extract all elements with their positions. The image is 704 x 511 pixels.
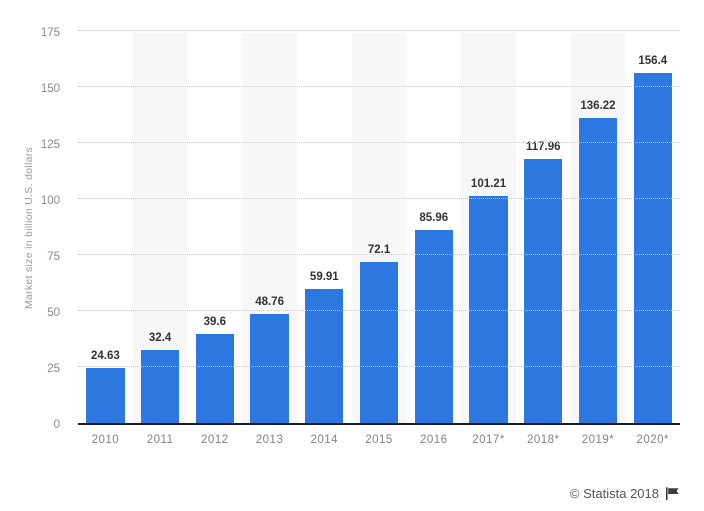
bar-2017*[interactable] [469, 196, 508, 423]
bar-value-label-2018*: 117.96 [525, 140, 561, 153]
x-tick-label-2020*: 2020* [636, 434, 669, 446]
bar-2012[interactable] [195, 334, 234, 423]
x-tick-label-2013: 2013 [255, 434, 284, 446]
x-tick-label-2019*: 2019* [581, 434, 615, 446]
bar-2016[interactable] [414, 230, 453, 423]
y-tick-label-75: 75 [47, 251, 60, 263]
gridline-y-100 [78, 198, 680, 199]
chart-column-2016: 85.96 [406, 33, 461, 423]
bar-value-label-2011: 32.4 [148, 332, 172, 345]
x-tick-label-2015: 2015 [365, 434, 393, 446]
chart-column-2015: 72.1 [351, 33, 407, 423]
x-tick-label-2011: 2011 [146, 434, 174, 446]
x-tick-label-2010: 2010 [91, 434, 120, 446]
y-tick-label-50: 50 [47, 307, 60, 319]
source-credit-label: © Statista 2018 [569, 486, 659, 501]
bar-value-label-2019*: 136.22 [580, 99, 616, 112]
chart-column-2017*: 101.21 [461, 33, 516, 423]
x-tick-label-2012: 2012 [201, 434, 229, 446]
gridline-y-125 [78, 142, 680, 143]
gridline-y-50 [78, 310, 680, 311]
bar-value-label-2013: 48.76 [255, 295, 284, 308]
bar-columns: 24.63 32.4 39.6 48.76 59.91 72.1 85.96 101.21 11… [78, 33, 680, 423]
chart-column-2012: 39.6 [187, 33, 242, 423]
plot-area: 24.63 32.4 39.6 48.76 59.91 72.1 85.96 101.21 11… [78, 30, 680, 425]
flag-icon[interactable] [665, 486, 680, 501]
y-tick-label-125: 125 [40, 139, 60, 151]
chart-column-2018*: 117.96 [516, 33, 571, 423]
chart-column-2020*: 156.4 [625, 33, 680, 423]
bar-value-label-2017*: 101.21 [470, 178, 507, 191]
bar-2018*[interactable] [524, 158, 563, 423]
x-tick-label-2018*: 2018* [526, 434, 560, 446]
bar-2020*[interactable] [633, 72, 672, 423]
y-axis-tick-labels: 0 25 50 75 100 125 150 175 [0, 27, 70, 431]
chart-column-2011: 32.4 [132, 33, 188, 423]
gridline-y-75 [78, 254, 680, 255]
bar-value-label-2010: 24.63 [90, 349, 120, 362]
bar-value-label-2016: 85.96 [419, 212, 449, 225]
chart-column-2013: 48.76 [242, 33, 297, 423]
bar-2010[interactable] [86, 367, 125, 423]
bar-2019*[interactable] [578, 117, 618, 423]
y-tick-label-0: 0 [53, 419, 60, 431]
gridline-y-150 [78, 86, 680, 87]
x-tick-label-2016: 2016 [419, 434, 448, 446]
source-credit: © Statista 2018 [570, 486, 680, 501]
y-tick-label-25: 25 [47, 363, 60, 375]
bar-value-label-2012: 39.6 [203, 316, 227, 329]
bar-2011[interactable] [140, 350, 180, 423]
chart-column-2010: 24.63 [78, 33, 133, 423]
y-tick-label-150: 150 [40, 83, 60, 95]
x-tick-label-2014: 2014 [310, 434, 339, 446]
chart-column-2014: 59.91 [297, 33, 352, 423]
chart-column-2019*: 136.22 [570, 33, 626, 423]
bar-2013[interactable] [250, 313, 289, 423]
gridline-y-25 [78, 366, 680, 367]
bar-2014[interactable] [305, 288, 344, 423]
bar-2015[interactable] [359, 261, 399, 423]
bar-value-label-2014: 59.91 [309, 270, 339, 283]
bar-value-label-2020*: 156.4 [638, 54, 668, 67]
x-axis-tick-labels: 2010 2011 2012 2013 2014 2015 2016 2017* 2018* 20… [78, 434, 680, 446]
y-tick-label-175: 175 [40, 27, 60, 39]
bar-value-label-2015: 72.1 [367, 243, 391, 256]
y-tick-label-100: 100 [40, 195, 60, 207]
x-tick-label-2017*: 2017* [472, 434, 505, 446]
gridline-y-175 [78, 30, 680, 31]
